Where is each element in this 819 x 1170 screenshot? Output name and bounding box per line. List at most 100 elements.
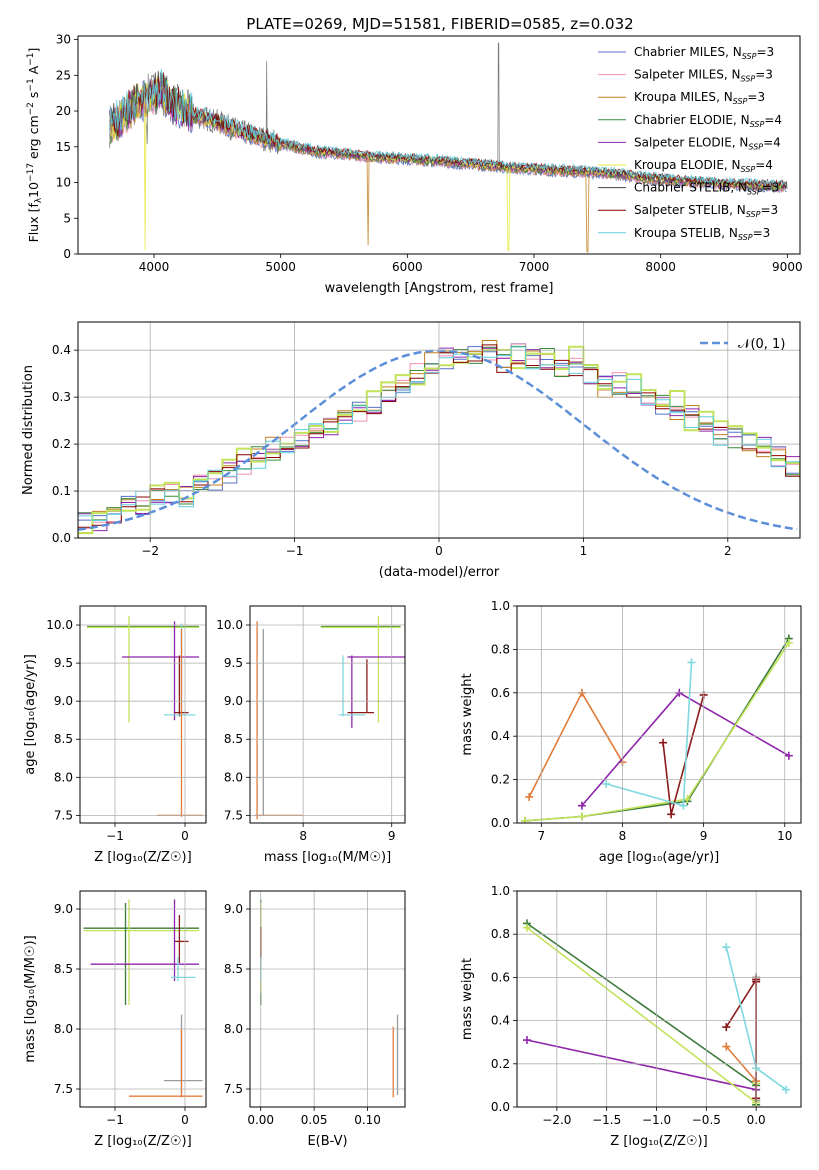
weight-point-marker bbox=[521, 816, 530, 823]
y-tick-label: 0.0 bbox=[52, 531, 71, 545]
x-axis-label: Z [log₁₀(Z/Z☉)] bbox=[94, 1134, 191, 1149]
grid bbox=[80, 606, 206, 823]
weight-point-marker bbox=[522, 923, 531, 932]
y-axis-label: mass [log₁₀(M/M☉)] bbox=[23, 935, 38, 1062]
weight-series-line bbox=[528, 691, 624, 798]
axes-frame bbox=[249, 890, 406, 1108]
legend-entry: Salpeter ELODIE, NSSP=4 bbox=[598, 135, 781, 151]
x-axis-label: age [log₁₀(age/yr)] bbox=[599, 850, 720, 865]
axes-frame bbox=[77, 35, 801, 255]
legend-label: Chabrier STELIB, NSSP=3 bbox=[634, 181, 779, 197]
plot-area bbox=[521, 634, 793, 823]
weight-point-marker bbox=[687, 658, 696, 667]
legend-entry: Salpeter MILES, NSSP=3 bbox=[598, 68, 773, 84]
axes-frame bbox=[77, 321, 801, 539]
weight-series-line bbox=[525, 638, 790, 822]
weight-point-marker bbox=[525, 792, 534, 801]
y-tick-label: 0.0 bbox=[491, 816, 510, 830]
weight-point-marker bbox=[683, 795, 692, 804]
legend-label: Kroupa ELODIE, NSSP=4 bbox=[634, 158, 773, 174]
legend-label: Chabrier MILES, NSSP=3 bbox=[634, 45, 774, 61]
x-tick-label: 0.10 bbox=[354, 1113, 381, 1127]
y-tick-label: 1.0 bbox=[491, 884, 510, 898]
x-tick-label: 5000 bbox=[265, 260, 296, 274]
y-tick-label: 0.4 bbox=[491, 729, 510, 743]
residual-histogram bbox=[78, 343, 800, 538]
legend-label: Chabrier ELODIE, NSSP=4 bbox=[634, 113, 782, 129]
y-tick-label: 0.4 bbox=[52, 343, 71, 357]
weight-series-line bbox=[725, 976, 757, 1099]
x-tick-label: 0 bbox=[181, 1113, 189, 1127]
legend-entry: Kroupa STELIB, NSSP=3 bbox=[598, 226, 770, 242]
legend-label: Kroupa STELIB, NSSP=3 bbox=[634, 226, 770, 242]
y-axis-label: mass weight bbox=[460, 958, 475, 1040]
x-tick-label: −1 bbox=[106, 1113, 124, 1127]
x-tick-label: 7000 bbox=[519, 260, 550, 274]
y-tick-label: 0.2 bbox=[52, 437, 71, 451]
y-tick-label: 5 bbox=[63, 211, 71, 225]
y-tick-label: 7.5 bbox=[54, 1082, 73, 1096]
weight-point-marker bbox=[784, 638, 793, 647]
legend-entry: Chabrier STELIB, NSSP=3 bbox=[598, 181, 779, 197]
legend-label: Salpeter MILES, NSSP=3 bbox=[634, 68, 773, 84]
x-tick-label: 8000 bbox=[645, 260, 676, 274]
x-tick-label: 9000 bbox=[772, 260, 803, 274]
x-axis-label: mass [log₁₀(M/M☉)] bbox=[264, 850, 391, 865]
y-tick-label: 8.5 bbox=[224, 962, 243, 976]
x-tick-label: −2 bbox=[141, 544, 159, 558]
axes-frame bbox=[79, 605, 207, 824]
weight-point-marker bbox=[722, 943, 731, 952]
x-tick-label: 7 bbox=[538, 829, 546, 843]
weight-point-marker bbox=[602, 779, 611, 788]
axes-frame bbox=[516, 605, 802, 824]
y-tick-label: 0.1 bbox=[52, 484, 71, 498]
plot-area bbox=[78, 340, 800, 538]
panel-weight-vs-age: 7 8 9 10 0.0 0.2 0.4 0.6 0.8 1.0 age [log₁₀(age/yr… bbox=[460, 599, 802, 865]
legend-label: 𝒩(0, 1) bbox=[738, 337, 785, 352]
residual-histogram bbox=[78, 344, 800, 538]
legend-entry: Chabrier ELODIE, NSSP=4 bbox=[598, 113, 782, 129]
x-tick-label: 0 bbox=[181, 829, 189, 843]
plot-area bbox=[260, 899, 399, 1098]
model-line-kroupa-stelib bbox=[109, 68, 787, 187]
residual-histogram bbox=[78, 345, 800, 538]
legend-entry: Kroupa MILES, NSSP=3 bbox=[598, 90, 765, 106]
weight-point-marker bbox=[522, 1036, 531, 1045]
y-tick-label: 8.0 bbox=[224, 1022, 243, 1036]
legend-entry: Kroupa ELODIE, NSSP=4 bbox=[598, 158, 773, 174]
y-tick-label: 8.5 bbox=[54, 962, 73, 976]
weight-series-line bbox=[526, 927, 757, 1105]
weight-series-line bbox=[526, 922, 757, 1105]
y-tick-label: 8.0 bbox=[224, 770, 243, 784]
x-tick-label: 0.0 bbox=[747, 1113, 766, 1127]
panel-age-vs-mass: 8 9 7.5 8.0 8.5 9.0 9.5 10.0 mass [log₁₀(M/M☉)] bbox=[216, 605, 406, 865]
axes-frame bbox=[249, 605, 406, 824]
y-tick-label: 9.0 bbox=[54, 902, 73, 916]
x-axis-label: E(B-V) bbox=[307, 1134, 347, 1149]
axes-frame bbox=[516, 890, 802, 1108]
legend-label: Salpeter STELIB, NSSP=3 bbox=[634, 203, 778, 219]
weight-point-marker bbox=[577, 812, 586, 821]
y-tick-label: 0.0 bbox=[491, 1100, 510, 1114]
y-tick-label: 0.3 bbox=[52, 390, 71, 404]
weight-point-marker bbox=[722, 1042, 731, 1051]
y-tick-label: 0.4 bbox=[491, 1014, 510, 1028]
y-tick-label: 1.0 bbox=[491, 599, 510, 613]
weight-point-marker bbox=[577, 801, 586, 810]
x-tick-label: 9 bbox=[388, 829, 396, 843]
y-tick-label: 0.6 bbox=[491, 686, 510, 700]
x-tick-label: 9 bbox=[700, 829, 708, 843]
y-tick-label: 10.0 bbox=[46, 618, 73, 632]
y-tick-label: 8.5 bbox=[54, 732, 73, 746]
weight-series-line bbox=[525, 642, 790, 822]
weight-point-marker bbox=[679, 801, 688, 810]
x-tick-label: 0 bbox=[435, 544, 443, 558]
model-line-salpeter-stelib bbox=[109, 72, 788, 188]
x-tick-label: 2 bbox=[724, 544, 732, 558]
y-axis-label: age [log₁₀(age/yr)] bbox=[23, 654, 38, 775]
y-tick-label: 0.8 bbox=[491, 927, 510, 941]
x-tick-label: −0.5 bbox=[692, 1113, 721, 1127]
y-tick-label: 0.2 bbox=[491, 773, 510, 787]
grid bbox=[80, 891, 206, 1107]
